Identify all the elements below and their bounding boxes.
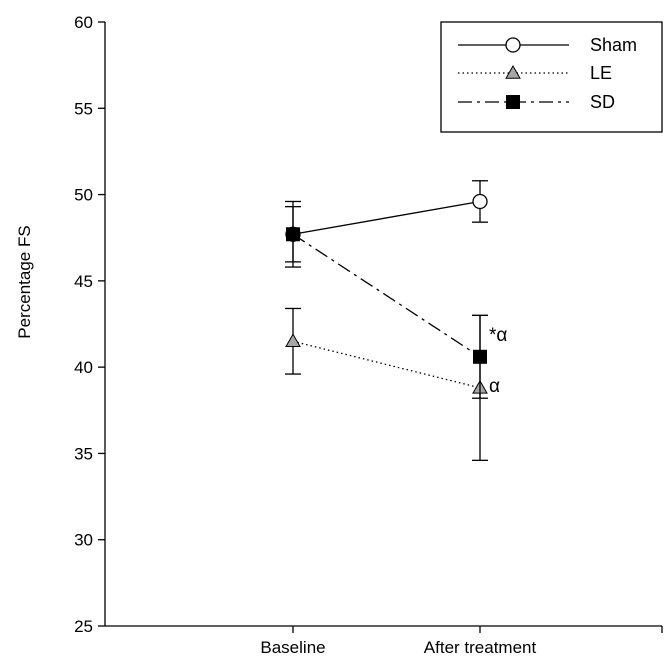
legend-item-sham: Sham	[458, 35, 637, 55]
significance-annotation: α	[489, 376, 500, 397]
legend-item-sd: SD	[458, 92, 615, 112]
y-tick-label: 40	[74, 358, 93, 377]
legend: Sham LE SD	[440, 21, 663, 133]
series-le: α	[285, 307, 500, 461]
series-line	[292, 340, 481, 389]
legend-item-le: LE	[458, 63, 612, 83]
series-line	[292, 200, 481, 235]
y-tick-label: 50	[74, 186, 93, 205]
axes: 25 30 35 40 45 50 55 60 Baseline After treatment	[74, 13, 663, 657]
x-tick-label: Baseline	[260, 638, 325, 657]
y-tick-label: 30	[74, 531, 93, 550]
significance-annotation: *α	[489, 325, 507, 346]
legend-label: LE	[590, 63, 612, 83]
y-tick-label: 35	[74, 444, 93, 463]
legend-marker	[506, 95, 520, 109]
x-tick-label: After treatment	[424, 638, 537, 657]
data-point	[285, 333, 301, 348]
y-tick-label: 55	[74, 99, 93, 118]
legend-marker	[505, 64, 521, 79]
series-line	[292, 233, 481, 358]
y-tick-label: 45	[74, 272, 93, 291]
data-point	[472, 193, 488, 210]
y-axis-title: Percentage FS	[15, 225, 34, 338]
y-tick-label: 25	[74, 617, 93, 636]
series-sham	[285, 180, 488, 268]
data-point	[286, 227, 300, 242]
series-sd: *α	[285, 206, 507, 399]
legend-label: Sham	[590, 35, 637, 55]
legend-label: SD	[590, 92, 615, 112]
legend-marker	[505, 37, 521, 53]
series-layer: α *α	[285, 180, 507, 461]
y-tick-label: 60	[74, 13, 93, 32]
data-point	[473, 349, 487, 364]
legend-box	[440, 21, 663, 133]
